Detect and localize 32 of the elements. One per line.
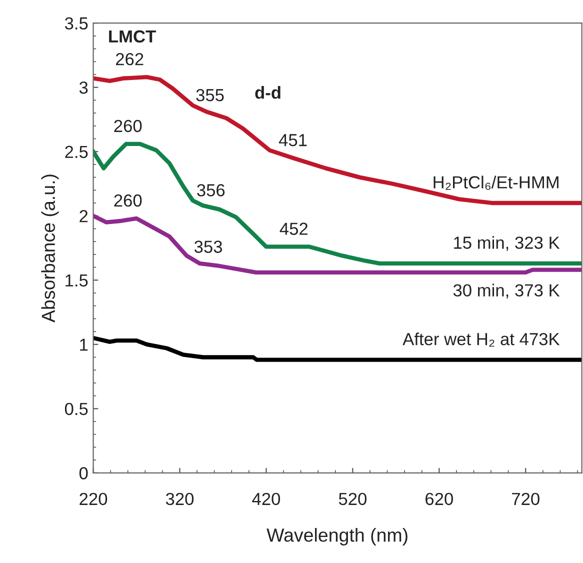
y-tick-label: 0 — [79, 467, 88, 480]
x-tick-label: 420 — [252, 492, 280, 506]
line-series — [93, 74, 582, 206]
annotation: 260 — [114, 194, 142, 207]
annotation: 452 — [280, 222, 308, 235]
y-axis-title: Absorbance (a.u.) — [41, 174, 59, 322]
x-axis-title: Wavelength (nm) — [266, 528, 408, 546]
annotation: 260 — [114, 120, 142, 132]
annotation: LMCT — [109, 30, 156, 43]
series-label: 30 min, 373 K — [453, 284, 560, 299]
x-tick-label: 220 — [80, 492, 108, 506]
x-tick-label: 620 — [426, 492, 453, 506]
annotation: 451 — [278, 134, 307, 146]
y-tick-label: 1.5 — [66, 274, 88, 287]
series-label: 15 min, 323 K — [454, 236, 560, 251]
annotation: 356 — [197, 184, 225, 196]
line-series — [93, 214, 582, 275]
annotation: 262 — [116, 53, 144, 66]
x-tick-label: 720 — [512, 492, 540, 506]
y-tick-label: 2 — [80, 210, 88, 222]
y-tick-label: 2.5 — [65, 146, 88, 158]
annotation: 355 — [196, 88, 224, 102]
y-tick-label: 1 — [80, 338, 88, 351]
annotation: 353 — [194, 240, 222, 253]
x-tick-label: 520 — [338, 492, 366, 506]
y-tick-label: 3 — [79, 82, 88, 94]
series-label: H₂PtCl₆/Et-HMM — [434, 176, 558, 190]
y-tick-label: 0.5 — [64, 402, 88, 416]
annotation: d-d — [255, 86, 280, 99]
y-tick-label: 3.5 — [64, 17, 88, 30]
x-tick-label: 320 — [166, 492, 194, 506]
series-label: After wet H₂ at 473K — [402, 332, 560, 347]
